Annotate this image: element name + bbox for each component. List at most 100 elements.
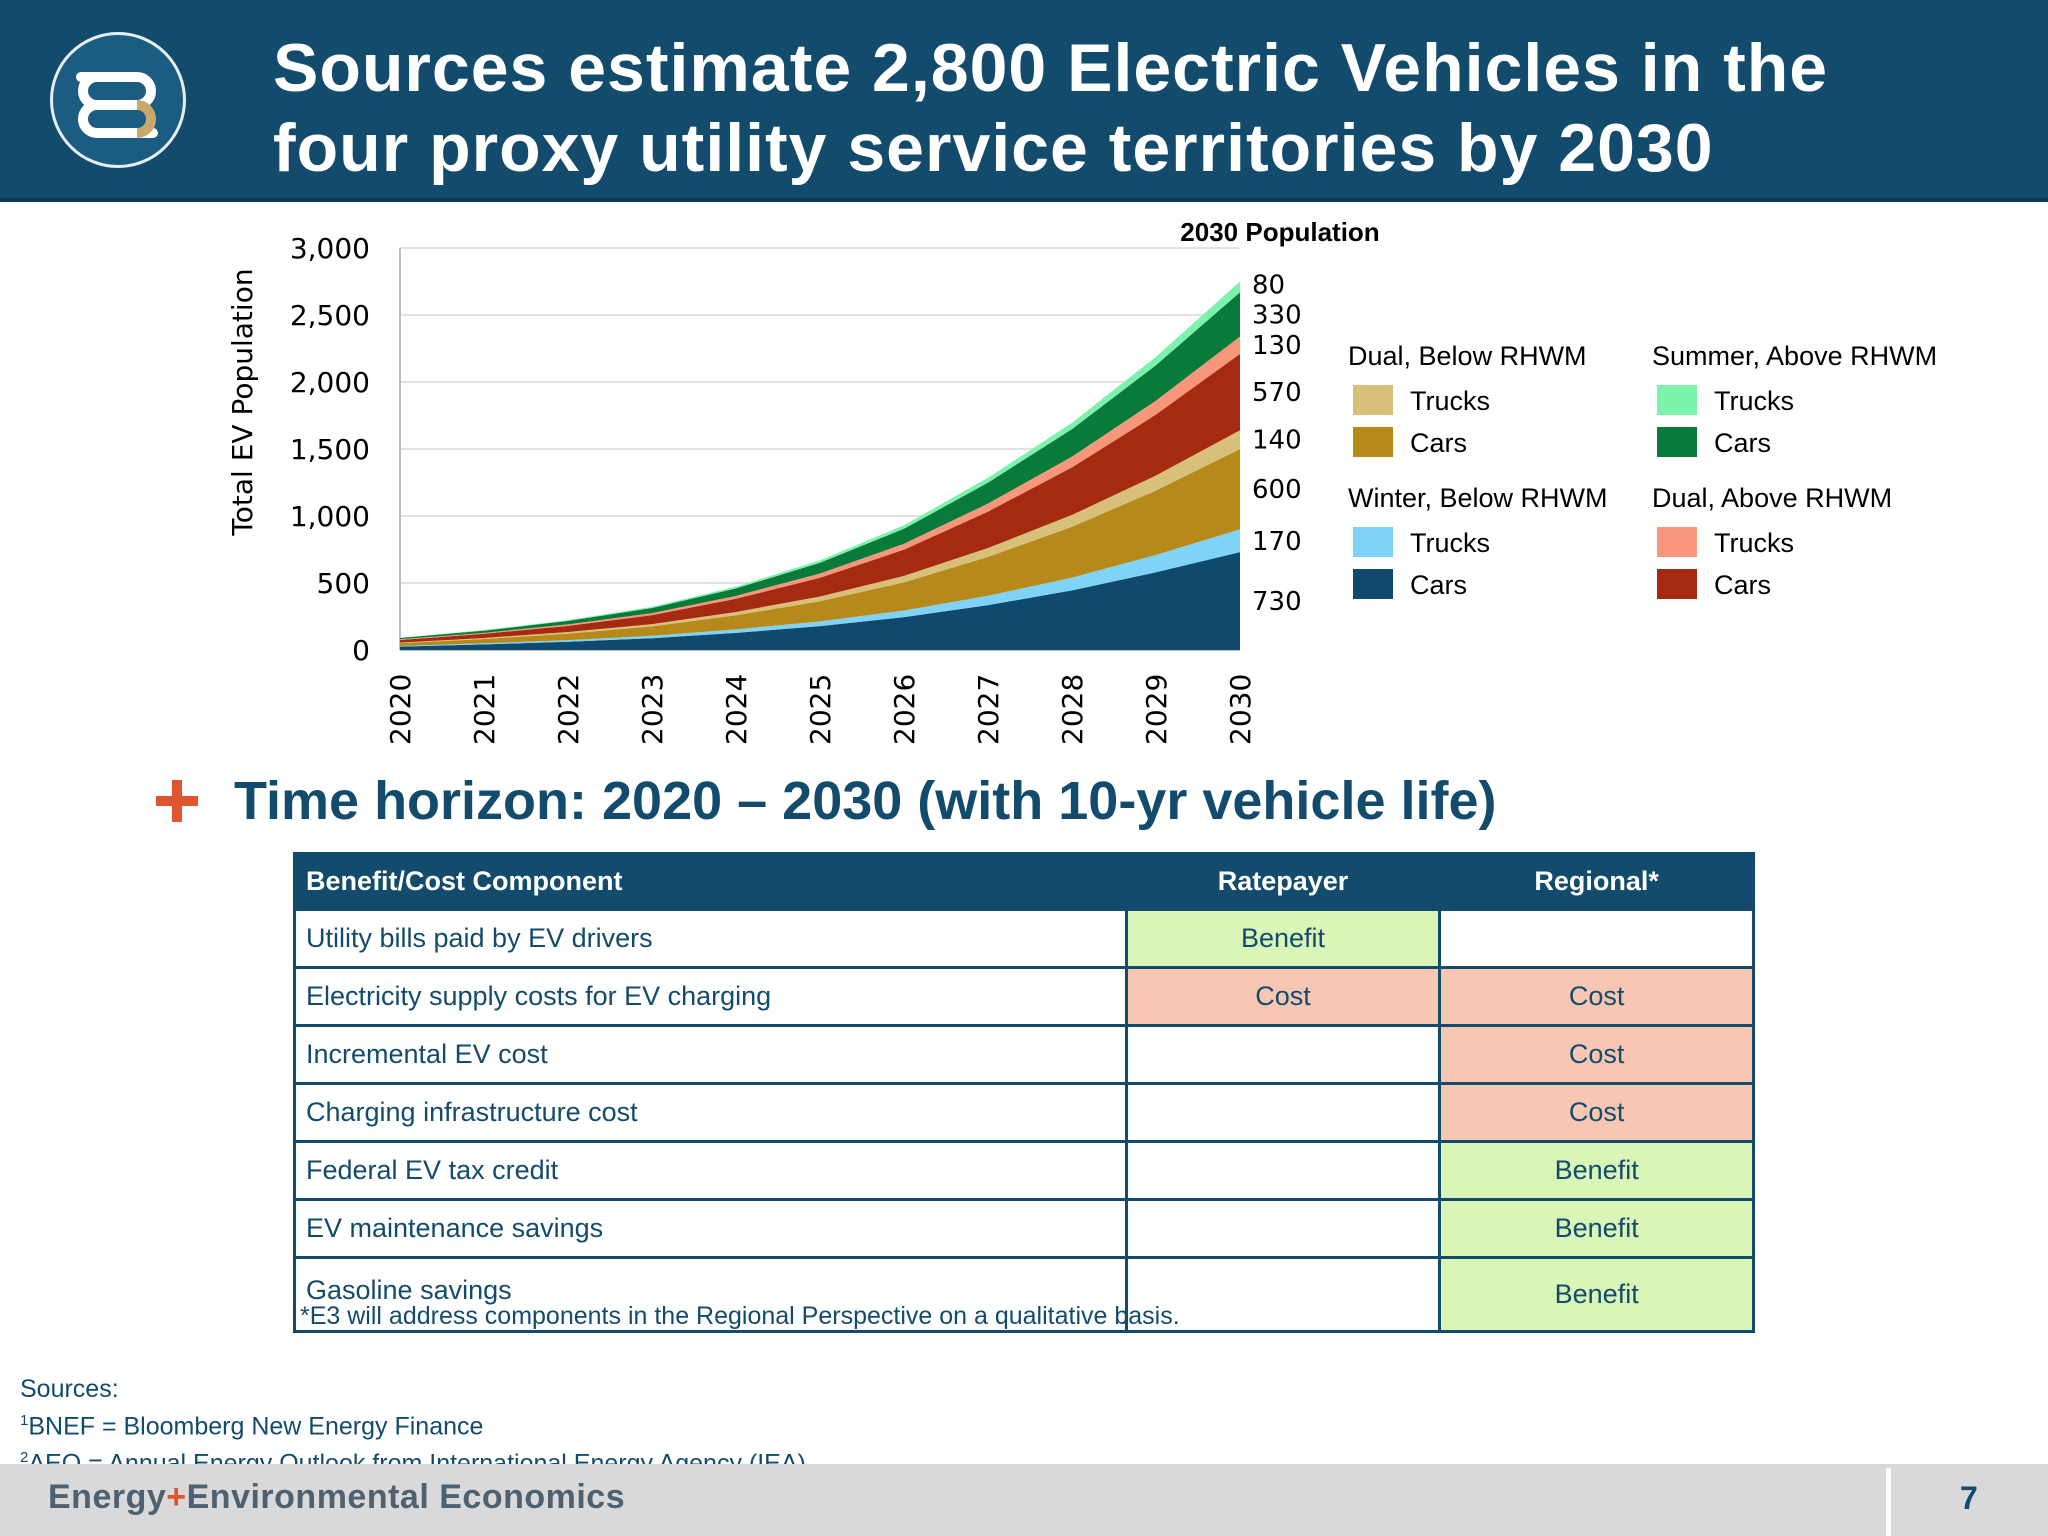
- brand-env-econ: Environmental Economics: [186, 1478, 626, 1516]
- source-line-1: 1BNEF = Bloomberg New Energy Finance: [20, 1405, 806, 1442]
- plot-area: 0 500 1,000 1,500 2,000 2,500 3,000 2020 2021 202…: [290, 232, 1302, 745]
- table-row: Gasoline savings Benefit: [293, 1256, 1755, 1333]
- header-regional: Regional*: [1438, 852, 1755, 911]
- ratepayer-cell: [1124, 1024, 1442, 1085]
- x-tick-label: 2020: [384, 674, 417, 745]
- table-row: EV maintenance savings Benefit: [293, 1198, 1755, 1259]
- end-value-label-winter-below-rhwm-trucks: 170: [1252, 527, 1302, 557]
- legend-swatch: [1353, 427, 1393, 457]
- end-value-label-dual-below-rhwm-cars: 600: [1252, 475, 1302, 505]
- x-tick-label: 2030: [1224, 674, 1257, 745]
- end-value-label-dual-above-rhwm-trucks: 130: [1252, 331, 1302, 361]
- title-line-1: Sources estimate 2,800 Electric Vehicles…: [273, 30, 1829, 106]
- legend-swatch: [1353, 385, 1393, 415]
- legend-group-title: Dual, Above RHWM: [1652, 483, 1892, 513]
- brand-plus: +: [166, 1478, 187, 1516]
- header-component: Benefit/Cost Component: [293, 852, 1128, 911]
- legend-swatch: [1353, 527, 1393, 557]
- x-tick-label: 2028: [1056, 674, 1089, 745]
- end-value-label-dual-below-rhwm-trucks: 140: [1252, 426, 1302, 456]
- benefit-cost-table: Benefit/Cost Component Ratepayer Regiona…: [293, 852, 1755, 1333]
- e3-logo-icon: [76, 72, 158, 138]
- legend-swatch: [1657, 527, 1697, 557]
- time-horizon-bullet: Time horizon: 2020 – 2030 (with 10-yr ve…: [234, 771, 1497, 831]
- x-tick-label: 2022: [552, 674, 585, 745]
- ratepayer-cell: [1124, 1198, 1442, 1259]
- legend-item-label: Cars: [1410, 570, 1467, 600]
- regional-cell: Benefit: [1438, 1256, 1755, 1333]
- x-tick-label: 2023: [636, 674, 669, 745]
- ratepayer-cell: [1124, 1140, 1442, 1201]
- component-cell: Incremental EV cost: [293, 1024, 1128, 1085]
- end-value-label-dual-above-rhwm-cars: 570: [1252, 378, 1302, 408]
- page-title: Sources estimate 2,800 Electric Vehicles…: [273, 28, 2013, 188]
- legend-item-label: Trucks: [1410, 386, 1490, 416]
- ratepayer-cell: Cost: [1124, 966, 1442, 1027]
- legend-group-title: Summer, Above RHWM: [1652, 341, 1937, 371]
- sources-block: Sources: 1BNEF = Bloomberg New Energy Fi…: [20, 1374, 806, 1480]
- plus-bullet-icon: [154, 778, 200, 824]
- legend-item-label: Trucks: [1714, 528, 1794, 558]
- component-cell: Gasoline savings: [293, 1256, 1128, 1333]
- component-cell: Electricity supply costs for EV charging: [293, 966, 1128, 1027]
- component-cell: Charging infrastructure cost: [293, 1082, 1128, 1143]
- x-tick-label: 2024: [720, 674, 753, 745]
- source-2-marker: 2: [20, 1449, 29, 1467]
- area-series-summer-above-rhwm-cars: [400, 292, 1240, 640]
- area-series-winter-below-rhwm-trucks: [400, 529, 1240, 647]
- y-axis-title: Total EV Population: [226, 268, 259, 536]
- footer-brand: Energy+Environmental Economics: [48, 1478, 625, 1517]
- x-tick-label: 2027: [972, 674, 1005, 745]
- chart-legend: Dual, Below RHWM Trucks Cars Summer, Above …: [1348, 341, 1937, 600]
- area-series-dual-below-rhwm-cars: [400, 449, 1240, 646]
- ratepayer-cell: Benefit: [1124, 908, 1442, 969]
- title-line-2: four proxy utility service territories b…: [273, 110, 1714, 186]
- ratepayer-cell: [1124, 1082, 1442, 1143]
- y-tick-label: 2,500: [290, 299, 370, 332]
- table-row: Incremental EV cost Cost: [293, 1024, 1755, 1085]
- x-tick-label: 2029: [1140, 674, 1173, 745]
- legend-item-label: Cars: [1714, 428, 1771, 458]
- x-tick-label: 2025: [804, 674, 837, 745]
- component-cell: EV maintenance savings: [293, 1198, 1128, 1259]
- e3-logo: [50, 32, 186, 168]
- x-tick-label: 2021: [468, 674, 501, 745]
- legend-group-title: Dual, Below RHWM: [1348, 341, 1587, 371]
- legend-swatch: [1657, 569, 1697, 599]
- footer-bar: Energy+Environmental Economics 7: [0, 1464, 2048, 1536]
- table-row: Federal EV tax credit Benefit: [293, 1140, 1755, 1201]
- y-tick-label: 500: [317, 567, 370, 600]
- legend-group-title: Winter, Below RHWM: [1348, 483, 1608, 513]
- regional-cell: Benefit: [1438, 1198, 1755, 1259]
- legend-item-label: Trucks: [1714, 386, 1794, 416]
- ratepayer-cell: [1124, 1256, 1442, 1333]
- regional-cell: [1438, 908, 1755, 969]
- end-value-label-winter-below-rhwm-cars: 730: [1252, 587, 1302, 617]
- table-header-row: Benefit/Cost Component Ratepayer Regiona…: [293, 852, 1755, 911]
- end-value-label-summer-above-rhwm-trucks: 80: [1252, 270, 1285, 300]
- y-tick-label: 1,000: [290, 500, 370, 533]
- area-series-dual-below-rhwm-trucks: [400, 430, 1240, 644]
- y-tick-label: 0: [352, 634, 370, 667]
- table-row: Charging infrastructure cost Cost: [293, 1082, 1755, 1143]
- component-cell: Federal EV tax credit: [293, 1140, 1128, 1201]
- y-tick-label: 2,000: [290, 366, 370, 399]
- table-row: Electricity supply costs for EV charging…: [293, 966, 1755, 1027]
- sources-heading: Sources:: [20, 1375, 119, 1403]
- source-1-text: BNEF = Bloomberg New Energy Finance: [28, 1412, 484, 1441]
- regional-cell: Cost: [1438, 966, 1755, 1027]
- y-tick-label: 3,000: [290, 232, 370, 265]
- legend-item-label: Cars: [1714, 570, 1771, 600]
- header-ratepayer: Ratepayer: [1124, 852, 1442, 911]
- component-cell: Utility bills paid by EV drivers: [293, 908, 1128, 969]
- x-tick-label: 2026: [888, 674, 921, 745]
- legend-swatch: [1657, 385, 1697, 415]
- brand-energy: Energy: [48, 1478, 167, 1516]
- regional-cell: Cost: [1438, 1024, 1755, 1085]
- area-series-winter-below-rhwm-cars: [400, 552, 1240, 650]
- y-tick-label: 1,500: [290, 433, 370, 466]
- page-number: 7: [1960, 1480, 1978, 1516]
- table-row: Utility bills paid by EV drivers Benefit: [293, 908, 1755, 969]
- table-footnote: *E3 will address components in the Regio…: [300, 1302, 1180, 1330]
- header-banner: Sources estimate 2,800 Electric Vehicles…: [0, 0, 2048, 202]
